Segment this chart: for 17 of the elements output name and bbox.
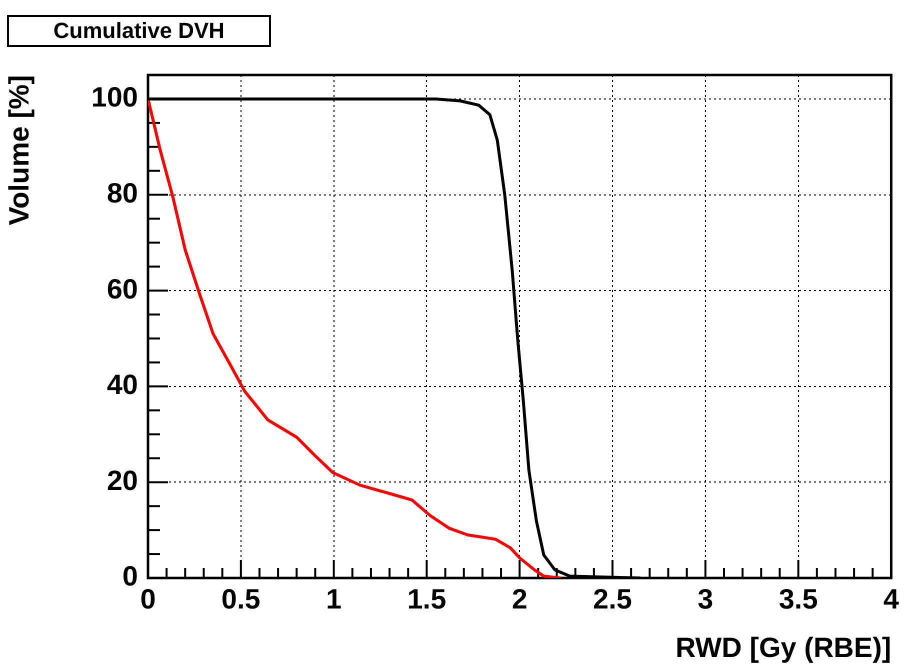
- x-tick-label: 2.5: [593, 584, 632, 615]
- x-tick-label: 3: [698, 584, 714, 615]
- y-tick-label: 20: [106, 464, 138, 496]
- y-tick-label: 60: [106, 273, 138, 304]
- y-tick-label: 100: [91, 82, 138, 113]
- x-axis-title: RWD [Gy (RBE)]: [676, 632, 892, 663]
- y-tick-label: 0: [122, 560, 138, 592]
- x-tick-label: 1: [326, 584, 342, 615]
- y-axis-title: Volume [%]: [4, 75, 35, 226]
- chart-title: Cumulative DVH: [53, 18, 225, 44]
- x-tick-label: 1.5: [407, 584, 446, 615]
- x-tick-label: 4: [883, 584, 900, 615]
- x-tick-label: 2: [512, 584, 528, 615]
- y-tick-label: 80: [106, 177, 138, 208]
- x-tick-label: 3.5: [778, 584, 818, 615]
- x-tick-label: 0.5: [221, 584, 260, 615]
- y-tick-label: 40: [106, 369, 138, 400]
